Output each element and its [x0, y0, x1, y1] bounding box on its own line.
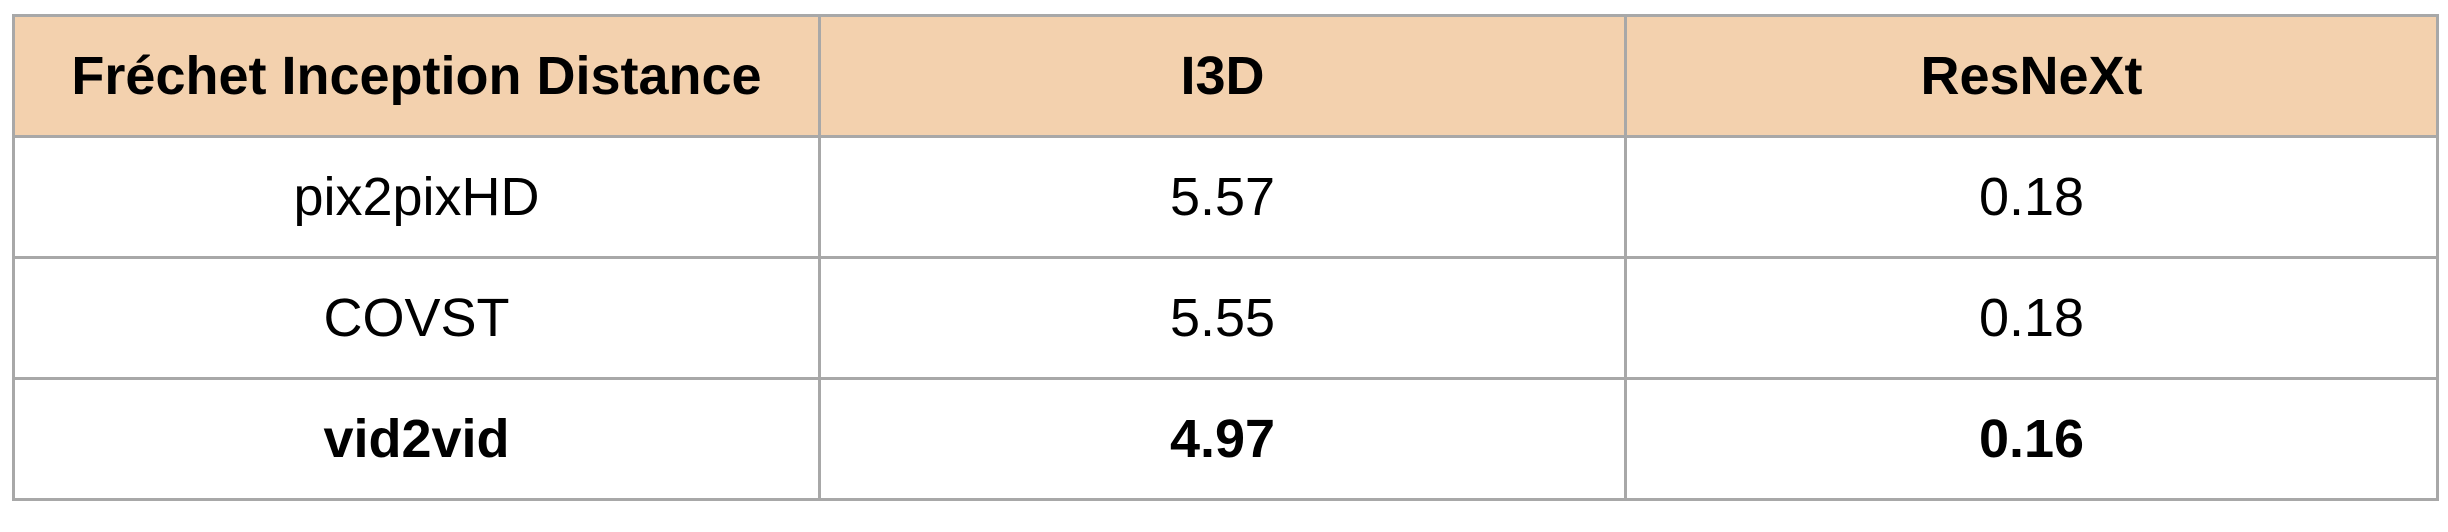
fid-results-table: Fréchet Inception Distance I3D ResNeXt p… — [12, 14, 2439, 501]
table-row: pix2pixHD 5.57 0.18 — [12, 135, 2439, 259]
header-row: Fréchet Inception Distance I3D ResNeXt — [12, 14, 2439, 138]
method-cell: pix2pixHD — [12, 135, 821, 259]
table-header: Fréchet Inception Distance I3D ResNeXt — [12, 14, 2439, 138]
method-cell: COVST — [12, 256, 821, 380]
resnext-cell: 0.16 — [1624, 377, 2439, 501]
header-metric: Fréchet Inception Distance — [12, 14, 821, 138]
resnext-cell: 0.18 — [1624, 135, 2439, 259]
i3d-cell: 5.57 — [818, 135, 1627, 259]
i3d-cell: 4.97 — [818, 377, 1627, 501]
table-row: COVST 5.55 0.18 — [12, 256, 2439, 380]
table-body: pix2pixHD 5.57 0.18 COVST 5.55 0.18 vid2… — [12, 135, 2439, 501]
method-cell: vid2vid — [12, 377, 821, 501]
header-resnext: ResNeXt — [1624, 14, 2439, 138]
table-row-best: vid2vid 4.97 0.16 — [12, 377, 2439, 501]
i3d-cell: 5.55 — [818, 256, 1627, 380]
resnext-cell: 0.18 — [1624, 256, 2439, 380]
header-i3d: I3D — [818, 14, 1627, 138]
